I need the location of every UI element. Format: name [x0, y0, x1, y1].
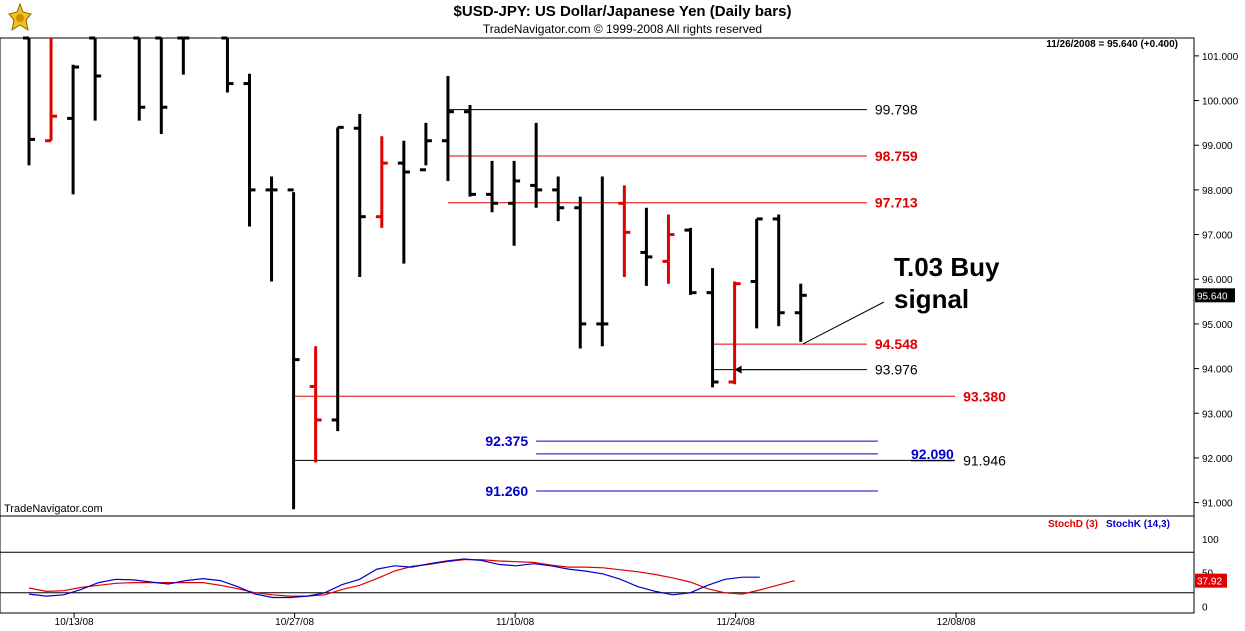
stochastic-tag-label: 37.92	[1197, 577, 1222, 588]
price-readout: 11/26/2008 = 95.640 (+0.400)	[1046, 39, 1178, 50]
level-label: 91.946	[963, 452, 1006, 468]
stochK-legend: StochK (14,3)	[1106, 519, 1170, 530]
watermark-text: TradeNavigator.com	[4, 503, 103, 515]
copyright-text: TradeNavigator.com © 1999-2008 All right…	[482, 22, 763, 36]
level-label: 91.260	[485, 483, 528, 499]
date-axis-label: 10/27/08	[275, 617, 314, 628]
price-axis-label: 100.000	[1202, 97, 1239, 108]
level-label: 97.713	[875, 195, 918, 211]
gold-bell-logo-icon	[8, 2, 32, 32]
stochD-line	[28, 559, 795, 597]
current-price-tag-label: 95.640	[1197, 291, 1228, 302]
stochK-line	[28, 558, 760, 599]
stochD-legend: StochD (3)	[1048, 519, 1098, 530]
price-axis-label: 97.000	[1202, 231, 1233, 242]
price-axis-label: 95.000	[1202, 320, 1233, 331]
level-label: 92.375	[485, 433, 528, 449]
stochastic-panel-frame	[0, 515, 1195, 614]
price-axis-label: 91.000	[1202, 499, 1233, 510]
price-axis-label: 99.000	[1202, 141, 1233, 152]
price-axis-label: 98.000	[1202, 186, 1233, 197]
level-label: 92.090	[911, 446, 954, 462]
price-axis-label: 94.000	[1202, 365, 1233, 376]
current-price-tag	[1195, 288, 1235, 303]
stochastic-tag	[1195, 573, 1227, 588]
stochastic-axis-label: 100	[1202, 535, 1219, 546]
annotation-arrowhead	[734, 365, 742, 374]
annotation-line2: signal	[894, 284, 969, 314]
date-axis-label: 12/08/08	[937, 617, 976, 628]
level-label: 93.976	[875, 362, 918, 378]
chart-title: $USD-JPY: US Dollar/Japanese Yen (Daily …	[453, 3, 792, 20]
date-axis-label: 11/10/08	[496, 617, 535, 628]
annotation-line1: T.03 Buy	[894, 252, 1000, 282]
level-label: 93.380	[963, 388, 1006, 404]
date-axis-label: 10/13/08	[55, 617, 94, 628]
level-label: 98.759	[875, 148, 918, 164]
stochastic-axis-label: 0	[1202, 602, 1208, 613]
price-axis-label: 93.000	[1202, 409, 1233, 420]
chart-header: $USD-JPY: US Dollar/Japanese Yen (Daily …	[0, 0, 1245, 38]
price-axis-label: 92.000	[1202, 454, 1233, 465]
annotation-arrow-line	[802, 301, 885, 345]
price-axis-label: 96.000	[1202, 275, 1233, 286]
level-label: 94.548	[875, 336, 918, 352]
level-label: 99.798	[875, 102, 918, 118]
price-axis-label: 101.000	[1202, 52, 1239, 63]
date-axis-label: 11/24/08	[717, 617, 756, 628]
